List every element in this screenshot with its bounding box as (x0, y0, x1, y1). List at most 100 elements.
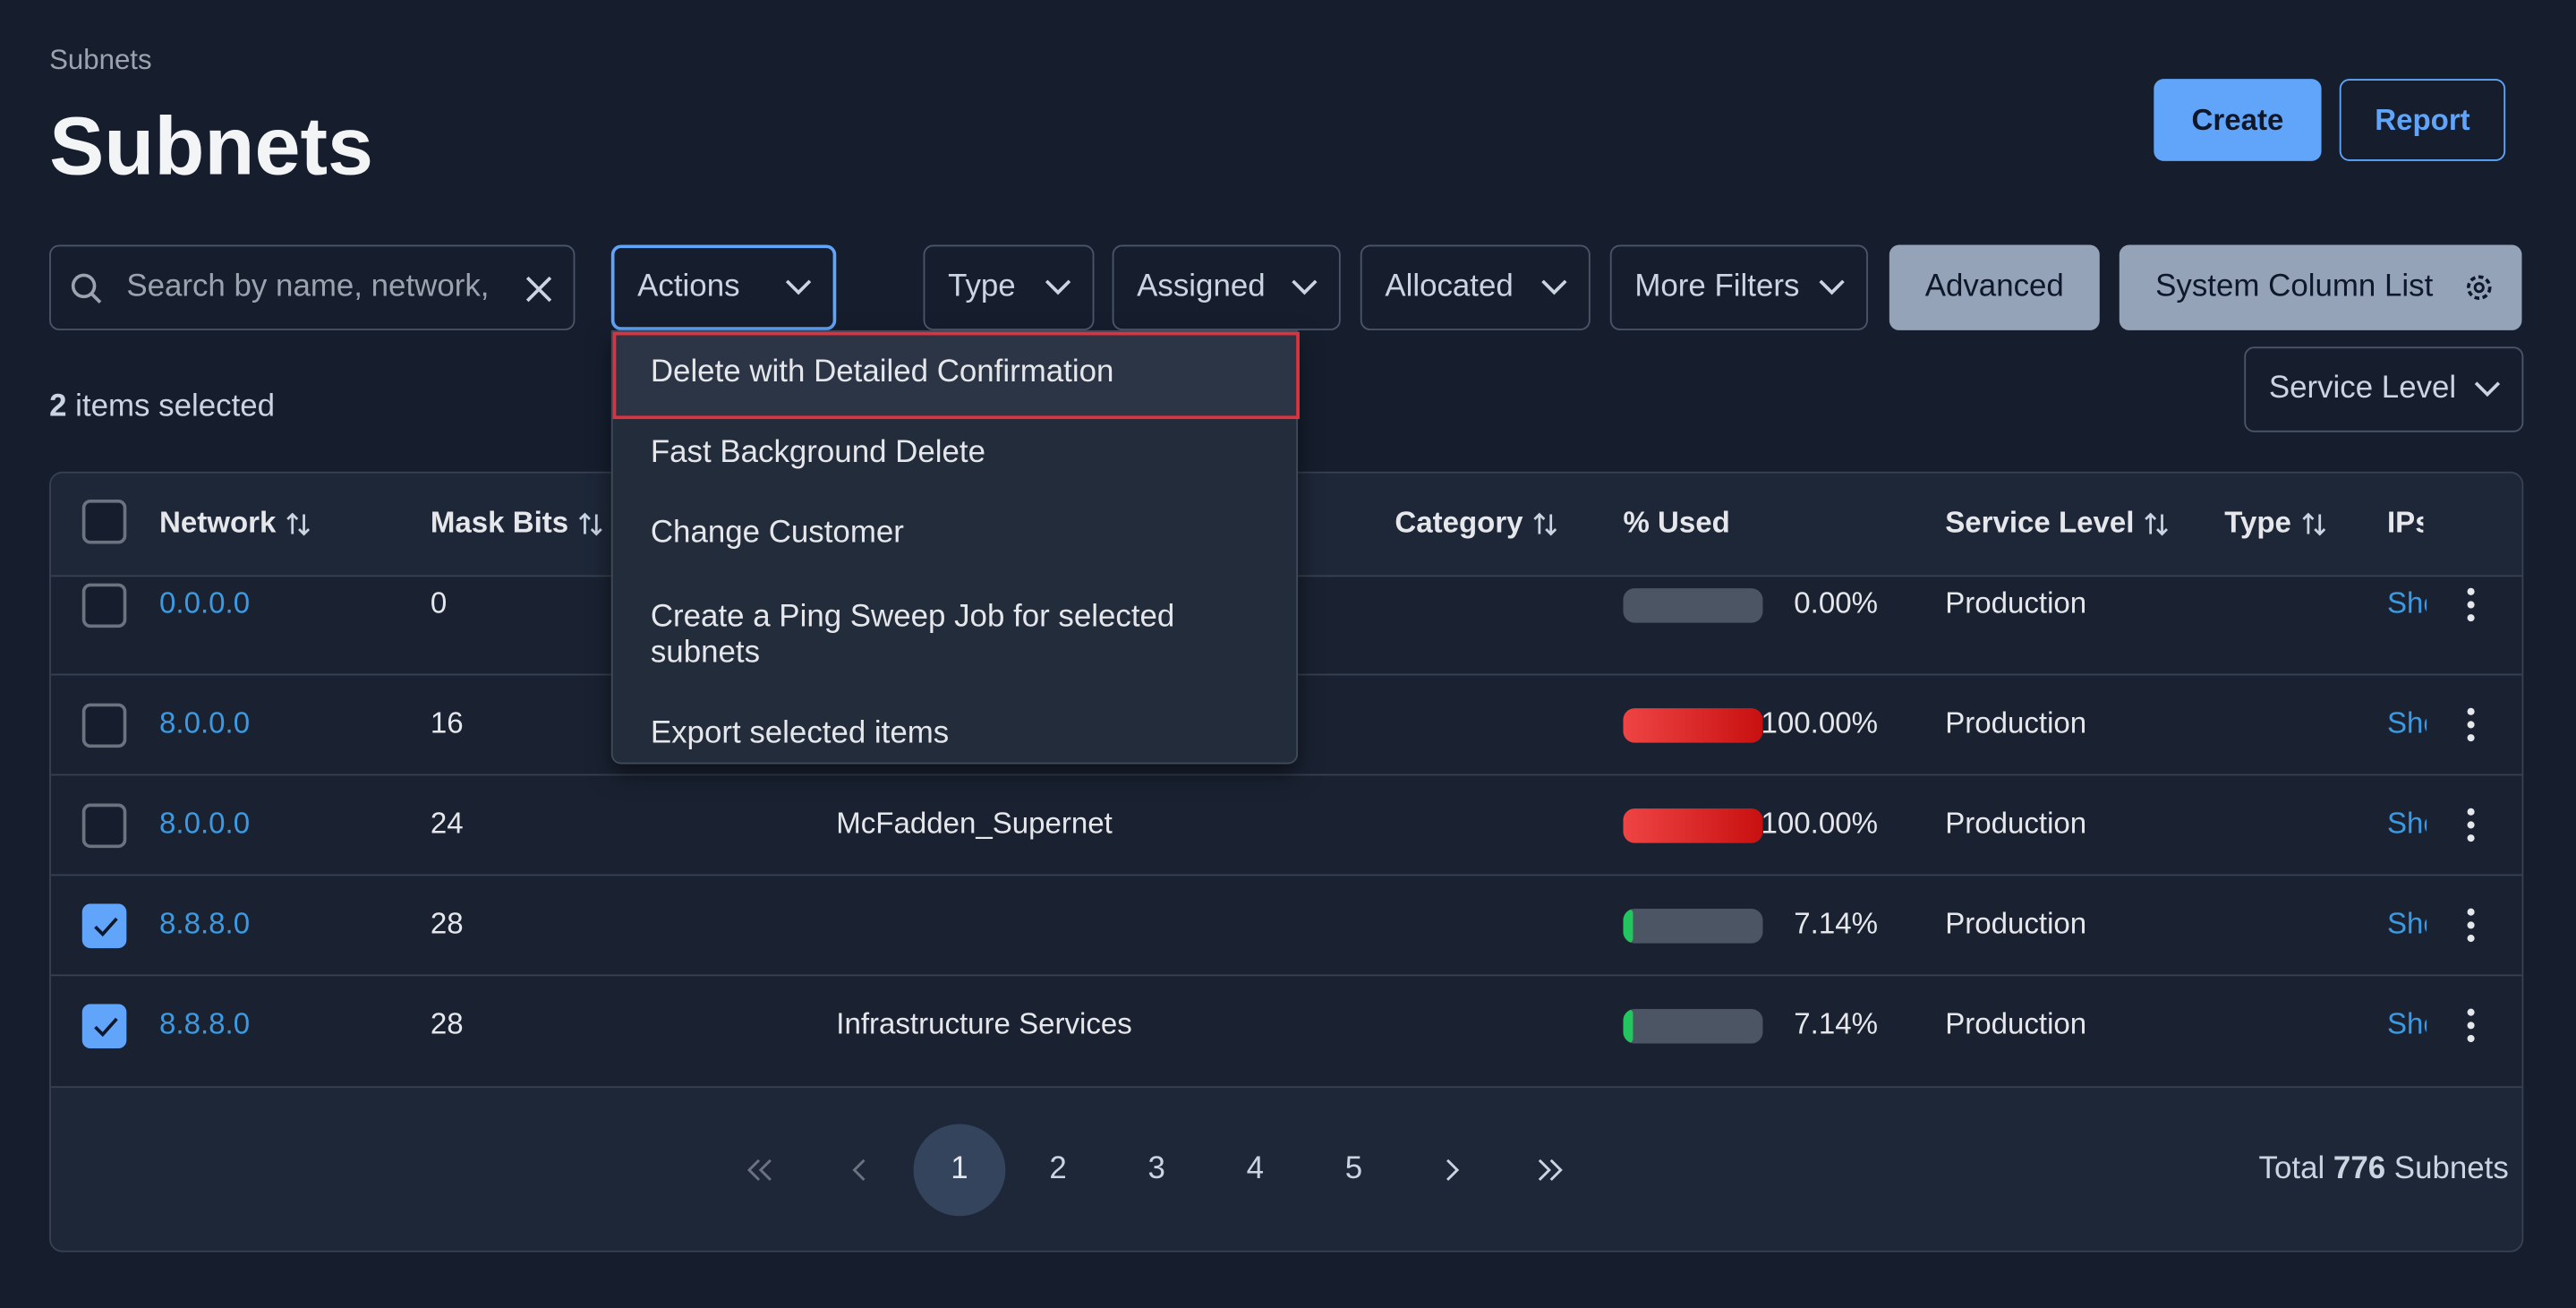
header-label: Type (2224, 506, 2291, 541)
ips-link[interactable]: Show (2387, 586, 2427, 621)
filter-dropdown[interactable]: Allocated (1361, 244, 1591, 329)
actions-dropdown[interactable]: Actions (611, 244, 836, 329)
advanced-button[interactable]: Advanced (1889, 244, 2100, 329)
menu-item[interactable]: Change Customer (651, 516, 1242, 551)
filter-dropdown[interactable]: Assigned (1113, 244, 1341, 329)
network-link[interactable]: 0.0.0.0 (159, 586, 250, 621)
page-button[interactable]: 5 (1308, 1124, 1400, 1216)
ips-link[interactable]: Show (2387, 1007, 2427, 1042)
row-menu (2464, 1005, 2478, 1045)
first-page (743, 1157, 779, 1183)
row-menu (2464, 805, 2478, 844)
page-button[interactable]: 4 (1209, 1124, 1301, 1216)
page-button[interactable]: 2 (1012, 1124, 1105, 1216)
create-button[interactable]: Create (2154, 79, 2321, 161)
column-header[interactable]: Mask Bits (431, 506, 605, 541)
header-label: Service Level (1945, 506, 2134, 541)
check-icon (90, 1013, 120, 1042)
usage-label: 0.00% (1794, 586, 1878, 621)
column-header[interactable]: % Used (1623, 506, 1729, 541)
actions-label: Actions (637, 269, 739, 305)
usage-track (1623, 808, 1762, 843)
service-level-dropdown[interactable]: Service Level (2244, 346, 2523, 432)
filter-label: More Filters (1634, 269, 1799, 305)
usage-bar (1623, 1009, 1633, 1044)
selection-count: 2 (49, 389, 66, 424)
menu-item[interactable]: Create a Ping Sweep Job for selected sub… (651, 600, 1242, 672)
sort-icon (1533, 510, 1559, 536)
chevron (1817, 278, 1847, 297)
chevron (1044, 278, 1073, 297)
row-checkbox[interactable] (82, 704, 127, 748)
page-button[interactable]: 3 (1111, 1124, 1203, 1216)
sort-icon (578, 510, 604, 536)
usage-label: 7.14% (1794, 1007, 1878, 1042)
mask-bits: 0 (431, 586, 447, 621)
row-checkbox[interactable] (82, 904, 127, 949)
column-header[interactable]: Service Level (1945, 506, 2171, 541)
service-level: Production (1945, 907, 2086, 942)
filter-dropdown[interactable]: Type (924, 244, 1095, 329)
row-menu (2464, 585, 2478, 624)
page-title: Subnets (49, 98, 373, 193)
prev-page (848, 1157, 871, 1183)
sort-icon (286, 510, 311, 536)
header-label: Network (159, 506, 276, 541)
column-list-button[interactable]: System Column List (2120, 244, 2522, 329)
subnet-name: Infrastructure Services (836, 1007, 1132, 1042)
page-button[interactable]: 1 (914, 1124, 1006, 1216)
clear-icon[interactable] (525, 275, 554, 304)
column-header[interactable]: Network (159, 506, 312, 541)
service-level: Production (1945, 706, 2086, 741)
table-row: 8.8.8.0 28 7.14% Production Show (51, 874, 2523, 974)
filter-label: Assigned (1137, 269, 1265, 305)
header-label: % Used (1623, 506, 1729, 541)
filter-dropdown[interactable]: More Filters (1610, 244, 1868, 329)
chevron (1540, 278, 1569, 297)
table-row: 8.8.8.0 28 Infrastructure Services 7.14% Pro… (51, 974, 2523, 1074)
row-menu (2464, 905, 2478, 945)
usage-track (1623, 588, 1762, 623)
usage-track (1623, 1009, 1762, 1044)
header-checkbox[interactable] (82, 500, 127, 544)
column-list-label: System Column List (2155, 269, 2433, 305)
usage-bar (1623, 909, 1633, 944)
usage-label: 100.00% (1761, 706, 1878, 741)
usage-bar (1623, 708, 1762, 743)
gear-icon (2462, 271, 2495, 304)
report-button[interactable]: Report (2340, 79, 2505, 161)
chevron (1290, 278, 1319, 297)
total-prefix: Total (2259, 1152, 2325, 1187)
chevron (2472, 380, 2502, 399)
usage-label: 7.14% (1794, 907, 1878, 942)
row-checkbox[interactable] (82, 804, 127, 849)
search-box[interactable]: Search by name, network, (49, 244, 575, 329)
column-header[interactable]: IPs (2387, 506, 2423, 541)
chevron (784, 278, 814, 297)
ips-link[interactable]: Show (2387, 706, 2427, 741)
menu-item[interactable]: Export selected items (651, 716, 1242, 752)
breadcrumb[interactable]: Subnets (49, 45, 152, 78)
menu-item[interactable]: Delete with Detailed Confirmation (651, 355, 1242, 390)
usage-bar (1623, 808, 1762, 843)
column-header[interactable]: Type (2224, 506, 2327, 541)
menu-item[interactable]: Fast Background Delete (651, 435, 1242, 471)
column-header[interactable]: Category (1395, 506, 1559, 541)
ips-link[interactable]: Show (2387, 907, 2427, 942)
ips-link[interactable]: Show (2387, 807, 2427, 842)
service-level: Production (1945, 1007, 2086, 1042)
network-link[interactable]: 8.0.0.0 (159, 807, 250, 842)
mask-bits: 28 (431, 1007, 464, 1042)
mask-bits: 28 (431, 907, 464, 942)
service-level-label: Service Level (2269, 372, 2456, 407)
selection-text: items selected (75, 389, 275, 424)
row-checkbox[interactable] (82, 584, 127, 628)
network-link[interactable]: 8.0.0.0 (159, 706, 250, 741)
network-link[interactable]: 8.8.8.0 (159, 1007, 250, 1042)
row-checkbox[interactable] (82, 1004, 127, 1048)
network-link[interactable]: 8.8.8.0 (159, 907, 250, 942)
search-icon (71, 273, 104, 306)
check-icon (90, 912, 120, 942)
filter-label: Allocated (1385, 269, 1513, 305)
